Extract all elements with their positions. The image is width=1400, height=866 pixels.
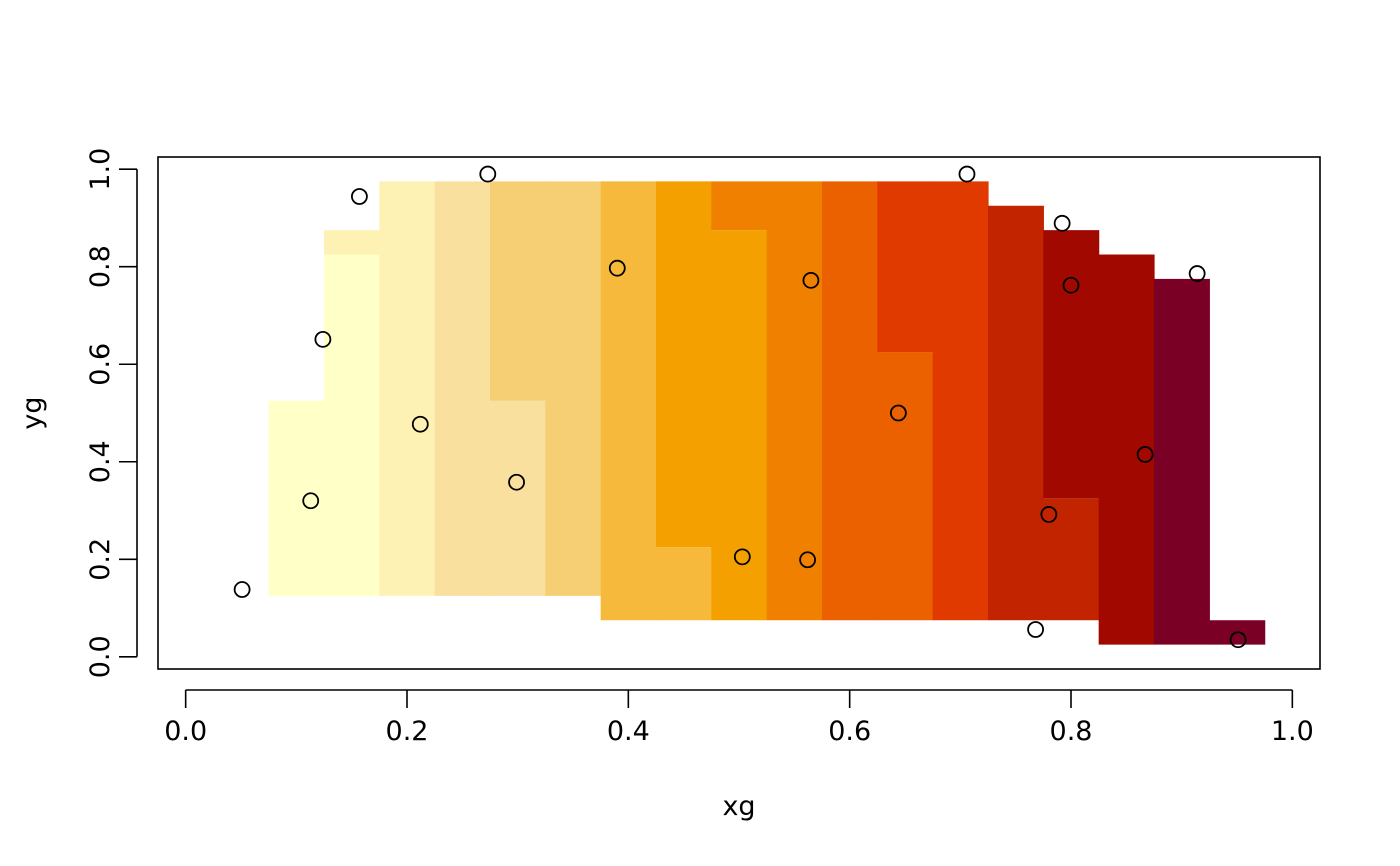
data-point (508, 473, 525, 491)
heatmap-cell (711, 181, 768, 231)
y-tick-label: 0.8 (85, 245, 116, 288)
data-point (1062, 276, 1080, 294)
heatmap-cell (1098, 254, 1155, 645)
heatmap-cell (766, 181, 823, 621)
y-tick-label: 0.6 (85, 343, 116, 386)
x-tick-label: 1.0 (1271, 716, 1314, 747)
heatmap-cells (268, 181, 1266, 645)
heatmap-cell (877, 352, 934, 621)
heatmap-cell (490, 400, 546, 596)
y-tick-label: 0.0 (85, 635, 116, 678)
data-point (958, 165, 976, 183)
heatmap-cell (1043, 230, 1100, 499)
y-axis-label: yg (17, 396, 48, 429)
heatmap-cell (932, 181, 989, 621)
data-point (314, 330, 332, 348)
x-axis-label: xg (722, 791, 755, 822)
data-point (1229, 631, 1247, 649)
x-axis: 0.0 0.2 0.4 0.6 0.8 1.0 (164, 689, 1314, 747)
data-point (1040, 506, 1058, 523)
heatmap-cell (656, 547, 712, 621)
data-point (733, 548, 751, 566)
heatmap-cell (379, 181, 436, 596)
x-tick-label: 0.2 (386, 716, 429, 747)
data-point (889, 404, 907, 422)
data-point (233, 581, 251, 598)
observation-points (233, 165, 1247, 649)
data-point (1053, 214, 1071, 232)
heatmap-cell (822, 181, 878, 621)
y-axis: 0.0 0.2 0.4 0.6 0.8 1.0 (85, 148, 138, 678)
heatmap-cell (545, 181, 602, 596)
data-point (479, 165, 497, 183)
data-point (351, 188, 368, 205)
data-point (1027, 621, 1044, 638)
x-tick-label: 0.6 (828, 716, 871, 747)
data-point (799, 551, 817, 569)
plot-frame (157, 156, 1321, 670)
x-tick-label: 0.8 (1050, 716, 1093, 747)
heatmap-cell (324, 254, 380, 596)
y-tick-label: 1.0 (85, 148, 116, 191)
heatmap-cell (1043, 498, 1100, 621)
y-tick-label: 0.4 (85, 440, 116, 483)
heatmap-cell (656, 181, 712, 548)
data-point (1188, 265, 1206, 282)
heatmap-cell (268, 400, 325, 596)
data-point (1136, 446, 1154, 463)
x-tick-label: 0.4 (607, 716, 650, 747)
heatmap-cell (1154, 278, 1210, 645)
y-tick-label: 0.2 (85, 538, 116, 581)
data-point (802, 271, 820, 289)
data-point (302, 492, 320, 510)
heatmap-cell (324, 230, 380, 255)
heatmap-cell (600, 181, 657, 621)
heatmap-cell (988, 205, 1044, 621)
data-point (608, 259, 626, 277)
x-tick-label: 0.0 (164, 716, 207, 747)
data-point (411, 415, 429, 433)
heatmap-cell (711, 230, 768, 621)
heatmap-cell (877, 181, 934, 353)
heatmap-cell (490, 181, 546, 401)
heatmap-cell (434, 181, 491, 596)
